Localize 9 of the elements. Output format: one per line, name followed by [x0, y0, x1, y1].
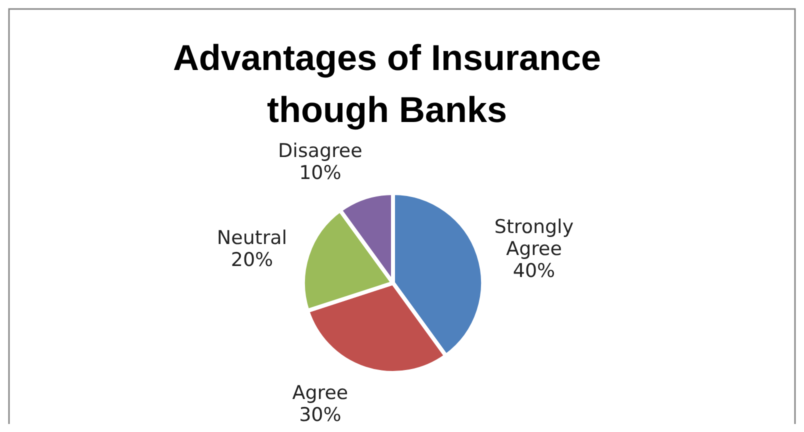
data-label: 40%: [512, 260, 556, 282]
data-label: 10%: [299, 162, 342, 184]
data-label: 20%: [230, 249, 274, 272]
slice-label: Agree: [292, 382, 348, 404]
slice-label: Strongly Agree: [494, 216, 574, 260]
chart-title: Advantages of Insurance though Banks: [172, 37, 602, 130]
slice-label: Disagree: [278, 140, 362, 162]
slice-label: Neutral: [216, 227, 288, 250]
data-label: 30%: [299, 404, 342, 426]
